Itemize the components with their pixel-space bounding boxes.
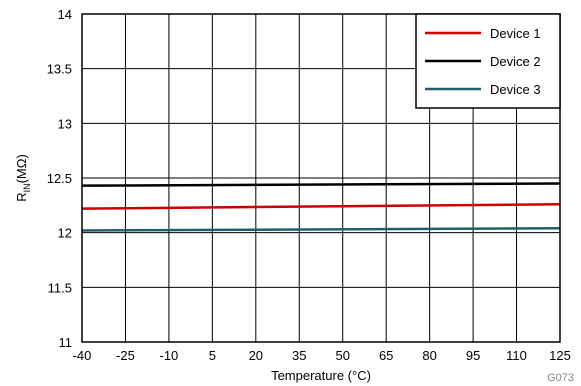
x-tick-label: 65 <box>379 348 393 363</box>
y-axis-title-main: R <box>14 192 29 201</box>
series-line <box>81 227 561 232</box>
x-tick-label: 80 <box>422 348 436 363</box>
x-tick-label: -10 <box>160 348 179 363</box>
series-layer <box>81 182 561 232</box>
plot-frame <box>81 13 561 343</box>
y-tick-label: 11 <box>59 335 73 350</box>
legend-label: Device 1 <box>490 26 541 41</box>
legend-label: Device 2 <box>490 54 541 69</box>
y-axis-title-unit: (MΩ) <box>14 154 29 183</box>
y-tick-labels: 11 11.5 12 12.5 13 13.5 14 <box>47 7 72 350</box>
y-tick-label: 13 <box>58 116 72 131</box>
y-tick-label: 12.5 <box>47 171 72 186</box>
y-axis-title-sub: IN <box>22 183 32 192</box>
y-axis-title: RIN(MΩ) <box>14 154 32 202</box>
x-tick-label: 110 <box>506 348 527 363</box>
x-tick-label: 125 <box>549 348 571 363</box>
series-line <box>81 182 561 187</box>
y-tick-label: 12 <box>58 226 72 241</box>
y-tick-label: 11.5 <box>48 280 72 295</box>
x-axis-title: Temperature (°C) <box>271 368 371 383</box>
y-tick-label: 14 <box>58 7 72 22</box>
y-tick-label: 13.5 <box>47 62 72 77</box>
figure-code: G073 <box>547 372 574 384</box>
x-tick-label: 35 <box>292 348 306 363</box>
x-tick-label: 95 <box>466 348 480 363</box>
x-tick-label: -40 <box>73 348 92 363</box>
x-tick-label: 50 <box>335 348 349 363</box>
series-line <box>81 202 561 210</box>
x-tick-label: 5 <box>209 348 216 363</box>
legend: Device 1 Device 2 Device 3 <box>415 13 561 109</box>
x-tick-label: -25 <box>116 348 135 363</box>
legend-label: Device 3 <box>490 82 541 97</box>
x-tick-label: 20 <box>249 348 263 363</box>
x-tick-labels: -40 -25 -10 5 20 35 50 65 80 95 110 125 <box>73 348 571 363</box>
